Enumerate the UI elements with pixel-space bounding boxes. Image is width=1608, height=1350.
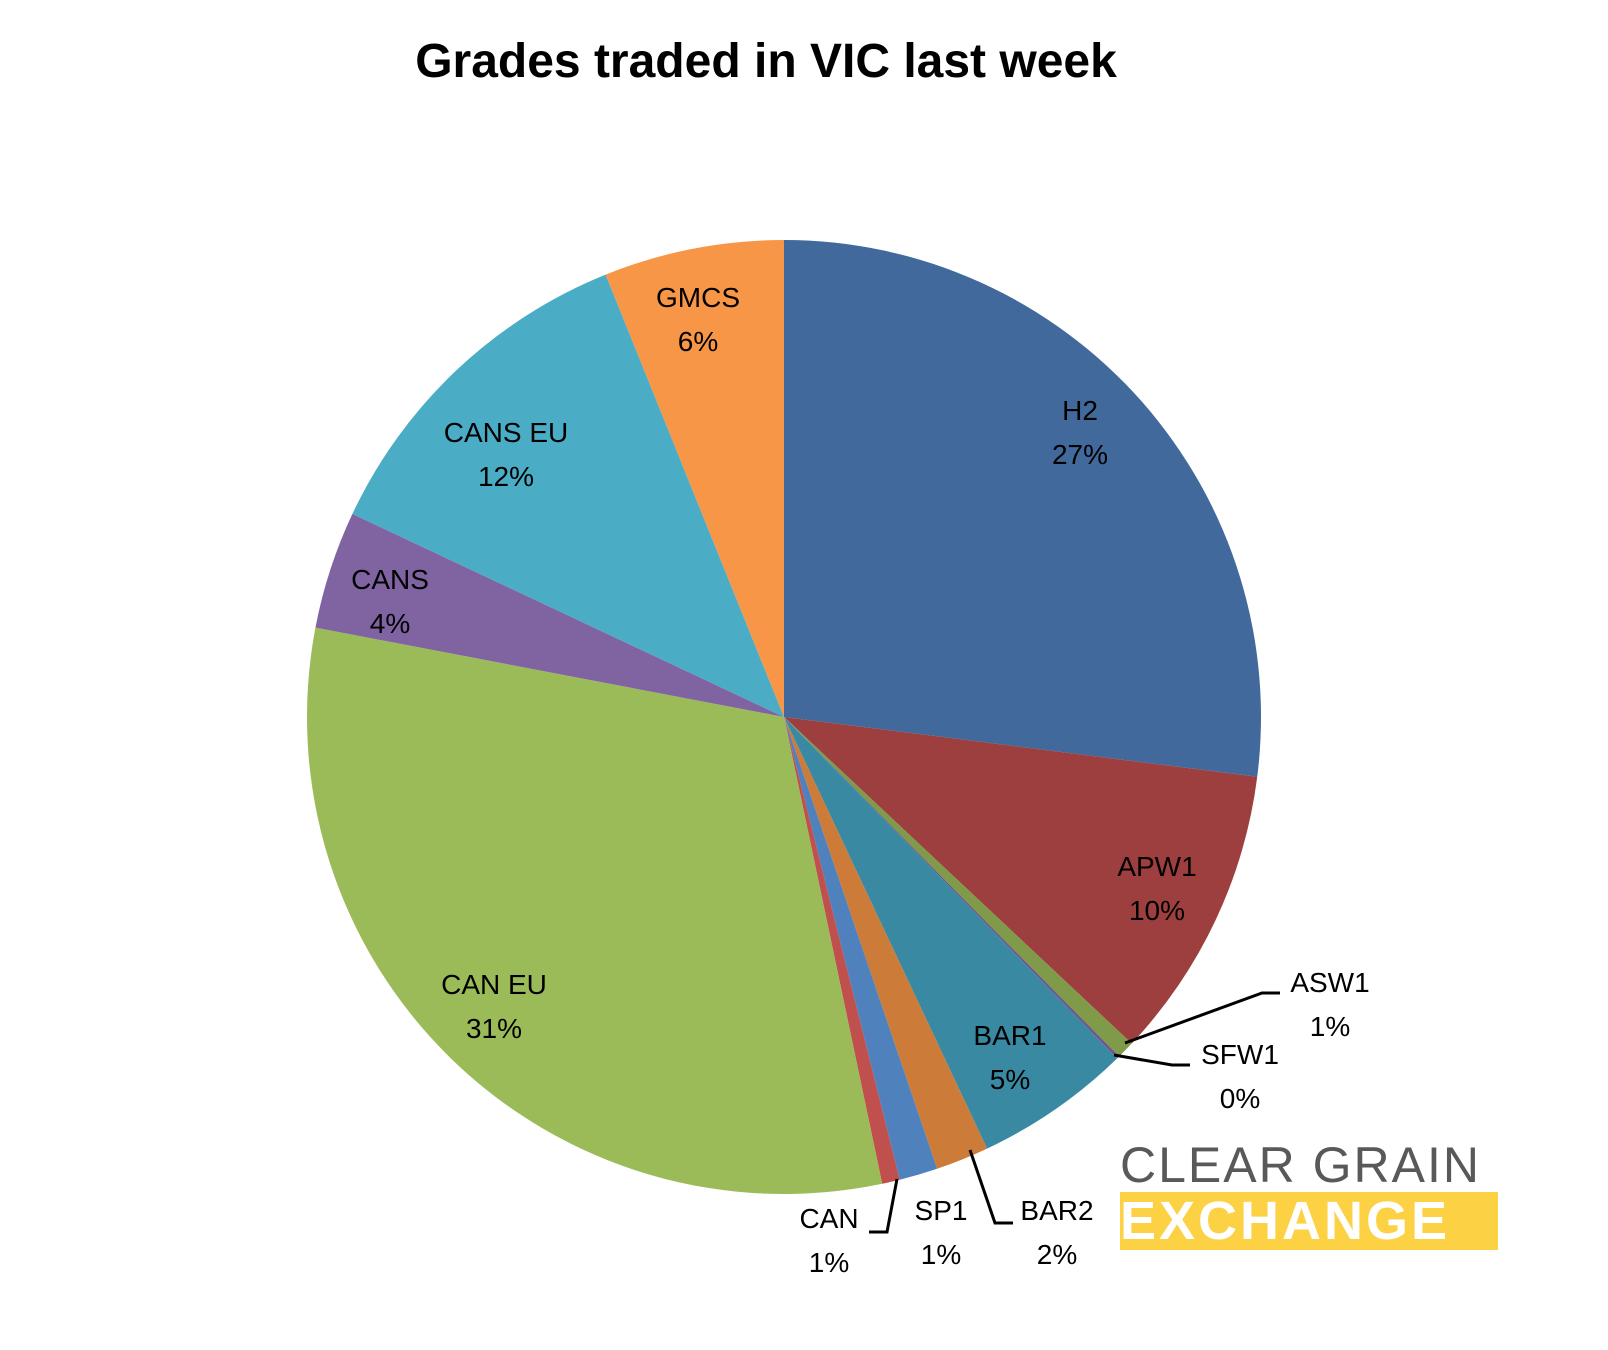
slice-label: ASW1 [1290,967,1369,998]
slice-label: BAR1 [973,1020,1046,1051]
slice-percent: 4% [370,608,410,639]
slice-percent: 6% [678,326,718,357]
pie-slice-sfw1 [784,717,1120,1059]
data-labels: H2 27% APW1 10% ASW1 1% SFW1 0% BAR1 5% BAR2 2% SP1 1… [351,282,1370,1278]
slice-label: H2 [1062,395,1098,426]
slice-label: APW1 [1117,851,1196,882]
clear-grain-exchange-logo: CLEAR GRAIN EXCHANGE [1120,1138,1498,1250]
slice-percent: 2% [1037,1239,1077,1270]
pie-slice-apw1 [784,717,1258,1044]
leader-bar2 [968,1149,1013,1225]
pie-slice-bar2 [784,717,988,1169]
slice-percent: 12% [478,461,534,492]
slice-label: CAN [799,1203,858,1234]
pie-slice-can-eu [306,627,883,1194]
slice-percent: 0% [1220,1083,1260,1114]
pie-slice-gmcs [605,240,784,717]
slice-label: GMCS [656,282,740,313]
pie-slice-sp1 [784,717,938,1180]
logo-line2: EXCHANGE [1120,1192,1498,1250]
slice-label: CAN EU [441,969,547,1000]
pie-slice-h2 [784,240,1262,777]
slice-percent: 31% [466,1013,522,1044]
leader-can [869,1178,899,1234]
slice-percent: 27% [1052,439,1108,470]
pie-slice-can [784,717,900,1184]
slice-percent: 1% [809,1247,849,1278]
pie-slice-cans [315,513,784,717]
pie-slices [306,240,1262,1194]
logo-line1: CLEAR GRAIN [1120,1137,1481,1193]
slice-percent: 10% [1129,895,1185,926]
pie-slice-bar1 [784,717,1118,1149]
leader-lines [869,991,1280,1234]
slice-label: SP1 [915,1195,968,1226]
leader-sfw1 [1113,1053,1190,1067]
slice-percent: 5% [990,1064,1030,1095]
slice-label: SFW1 [1201,1039,1279,1070]
slice-label: CANS [351,564,429,595]
slice-percent: 1% [921,1239,961,1270]
slice-label: BAR2 [1020,1195,1093,1226]
slice-label: CANS EU [444,417,568,448]
chart-title: Grades traded in VIC last week [415,35,1117,88]
leader-asw1 [1124,991,1280,1045]
pie-slice-cans-eu [352,274,784,717]
slice-percent: 1% [1310,1011,1350,1042]
pie-slice-asw1 [784,717,1132,1057]
